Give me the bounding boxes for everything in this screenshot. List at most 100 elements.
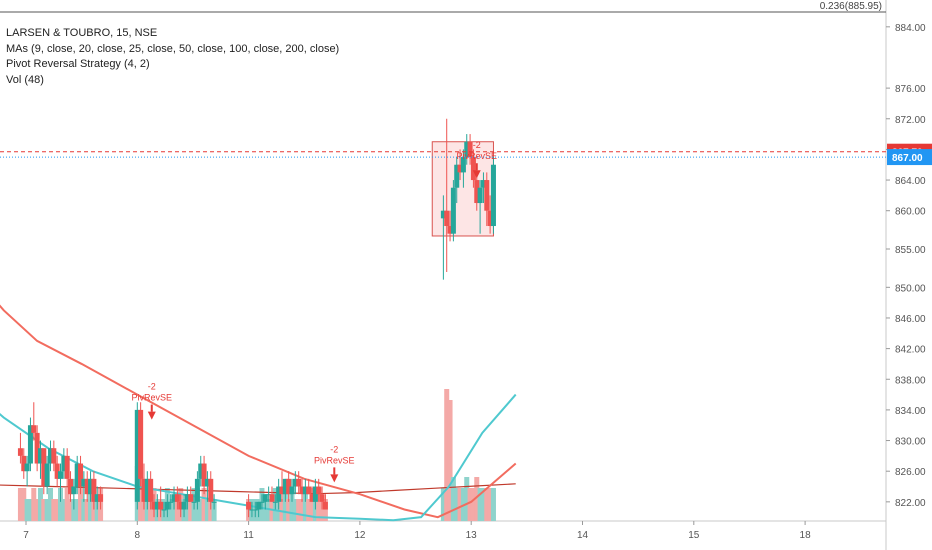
volume-bar	[37, 488, 43, 521]
time-tick-label: 8	[135, 530, 141, 541]
volume-bar	[84, 499, 90, 521]
candle-body	[302, 486, 308, 495]
candle-body	[27, 425, 33, 464]
candle-body	[37, 448, 43, 464]
candle-body	[269, 494, 275, 502]
price-tick-label: 855.00	[895, 245, 926, 256]
candle-body	[470, 157, 476, 181]
volume-bar	[188, 499, 194, 521]
candle-body	[191, 501, 197, 503]
volume-bar	[477, 488, 483, 521]
volume-bar	[41, 499, 47, 521]
candle-body	[181, 501, 187, 510]
price-tick-label: 846.00	[895, 314, 926, 325]
candle-body	[454, 164, 460, 188]
candle-body	[246, 501, 252, 510]
candle-body	[64, 455, 70, 479]
candle-body	[61, 455, 67, 472]
candle-body	[24, 463, 30, 472]
candle-body	[262, 494, 268, 502]
time-tick-label: 13	[466, 530, 478, 541]
fib-level-label: 0.236(885.95)	[819, 1, 882, 12]
volume-bar	[208, 499, 214, 521]
candle-body	[154, 501, 160, 510]
volume-bar	[51, 499, 57, 521]
candle-body	[292, 478, 298, 487]
candle-body	[316, 486, 322, 495]
volume-bar	[201, 488, 207, 521]
volume-bar	[94, 499, 100, 521]
price-tick-label: 822.00	[895, 498, 926, 509]
candle-body	[444, 210, 450, 227]
candle-body	[151, 501, 157, 510]
volume-bar	[61, 499, 67, 521]
ma-slow-line	[0, 304, 517, 519]
candle-body	[447, 226, 453, 234]
candle-body	[249, 509, 255, 511]
pivot-signal-name: PivRevSE	[314, 455, 355, 465]
volume-bar	[21, 488, 27, 521]
volume-bar	[457, 488, 463, 521]
candle-body	[98, 494, 104, 502]
volume-bar	[302, 488, 308, 521]
candle-body	[477, 187, 483, 204]
candle-body	[158, 501, 164, 510]
volume-bar	[54, 499, 60, 521]
volume-bar	[17, 488, 23, 521]
candle-body	[34, 432, 40, 464]
time-tick-label: 12	[354, 530, 366, 541]
volume-bar	[286, 499, 292, 521]
candle-body	[289, 486, 295, 495]
candle-body	[259, 501, 265, 503]
candle-body	[144, 478, 150, 502]
chart-legend: LARSEN & TOUBRO, 15, NSE MAs (9, close, …	[6, 26, 339, 88]
volume-bar	[204, 499, 210, 521]
candle-body	[161, 509, 167, 511]
volume-bar	[31, 488, 37, 521]
pivot-signal-arrow	[472, 170, 481, 179]
candle-body	[71, 486, 77, 495]
volume-bar	[296, 499, 302, 521]
volume-bar	[88, 488, 94, 521]
volume-bar	[316, 488, 322, 521]
candle-body	[266, 494, 272, 496]
candle-body	[54, 463, 60, 479]
candle-body	[450, 187, 456, 234]
candle-body	[204, 478, 210, 487]
volume-bar	[312, 499, 318, 521]
pivot-signal-value: -2	[330, 444, 338, 454]
candle-body	[460, 157, 466, 173]
candle-body	[81, 478, 87, 487]
volume-bar	[74, 499, 80, 521]
price-tick-label: 850.00	[895, 283, 926, 294]
volume-ma-line	[0, 483, 516, 495]
candle-body	[174, 494, 180, 502]
candle-body	[171, 494, 177, 502]
candle-body	[141, 478, 147, 502]
volume-bar	[184, 499, 190, 521]
candle-body	[467, 141, 473, 158]
volume-bar	[34, 499, 40, 521]
candle-body	[47, 448, 53, 464]
volume-bar	[450, 477, 456, 521]
volume-bar	[138, 477, 144, 521]
volume-bar	[171, 499, 177, 521]
candle-body	[68, 478, 74, 495]
volume-bar	[148, 499, 154, 521]
candle-body	[322, 501, 328, 510]
volume-bar	[144, 499, 150, 521]
candle-body	[296, 478, 302, 487]
time-tick-label: 18	[800, 530, 812, 541]
candle-body	[256, 501, 262, 510]
volume-bar	[211, 499, 217, 521]
candle-body	[84, 478, 90, 495]
candle-body	[91, 478, 97, 502]
volume-bar	[198, 499, 204, 521]
candle-body	[490, 164, 496, 227]
volume-bar	[289, 488, 295, 521]
candle-body	[51, 448, 57, 464]
volume-bar	[440, 488, 446, 521]
candle-body	[474, 180, 480, 204]
candle-body	[272, 501, 278, 503]
